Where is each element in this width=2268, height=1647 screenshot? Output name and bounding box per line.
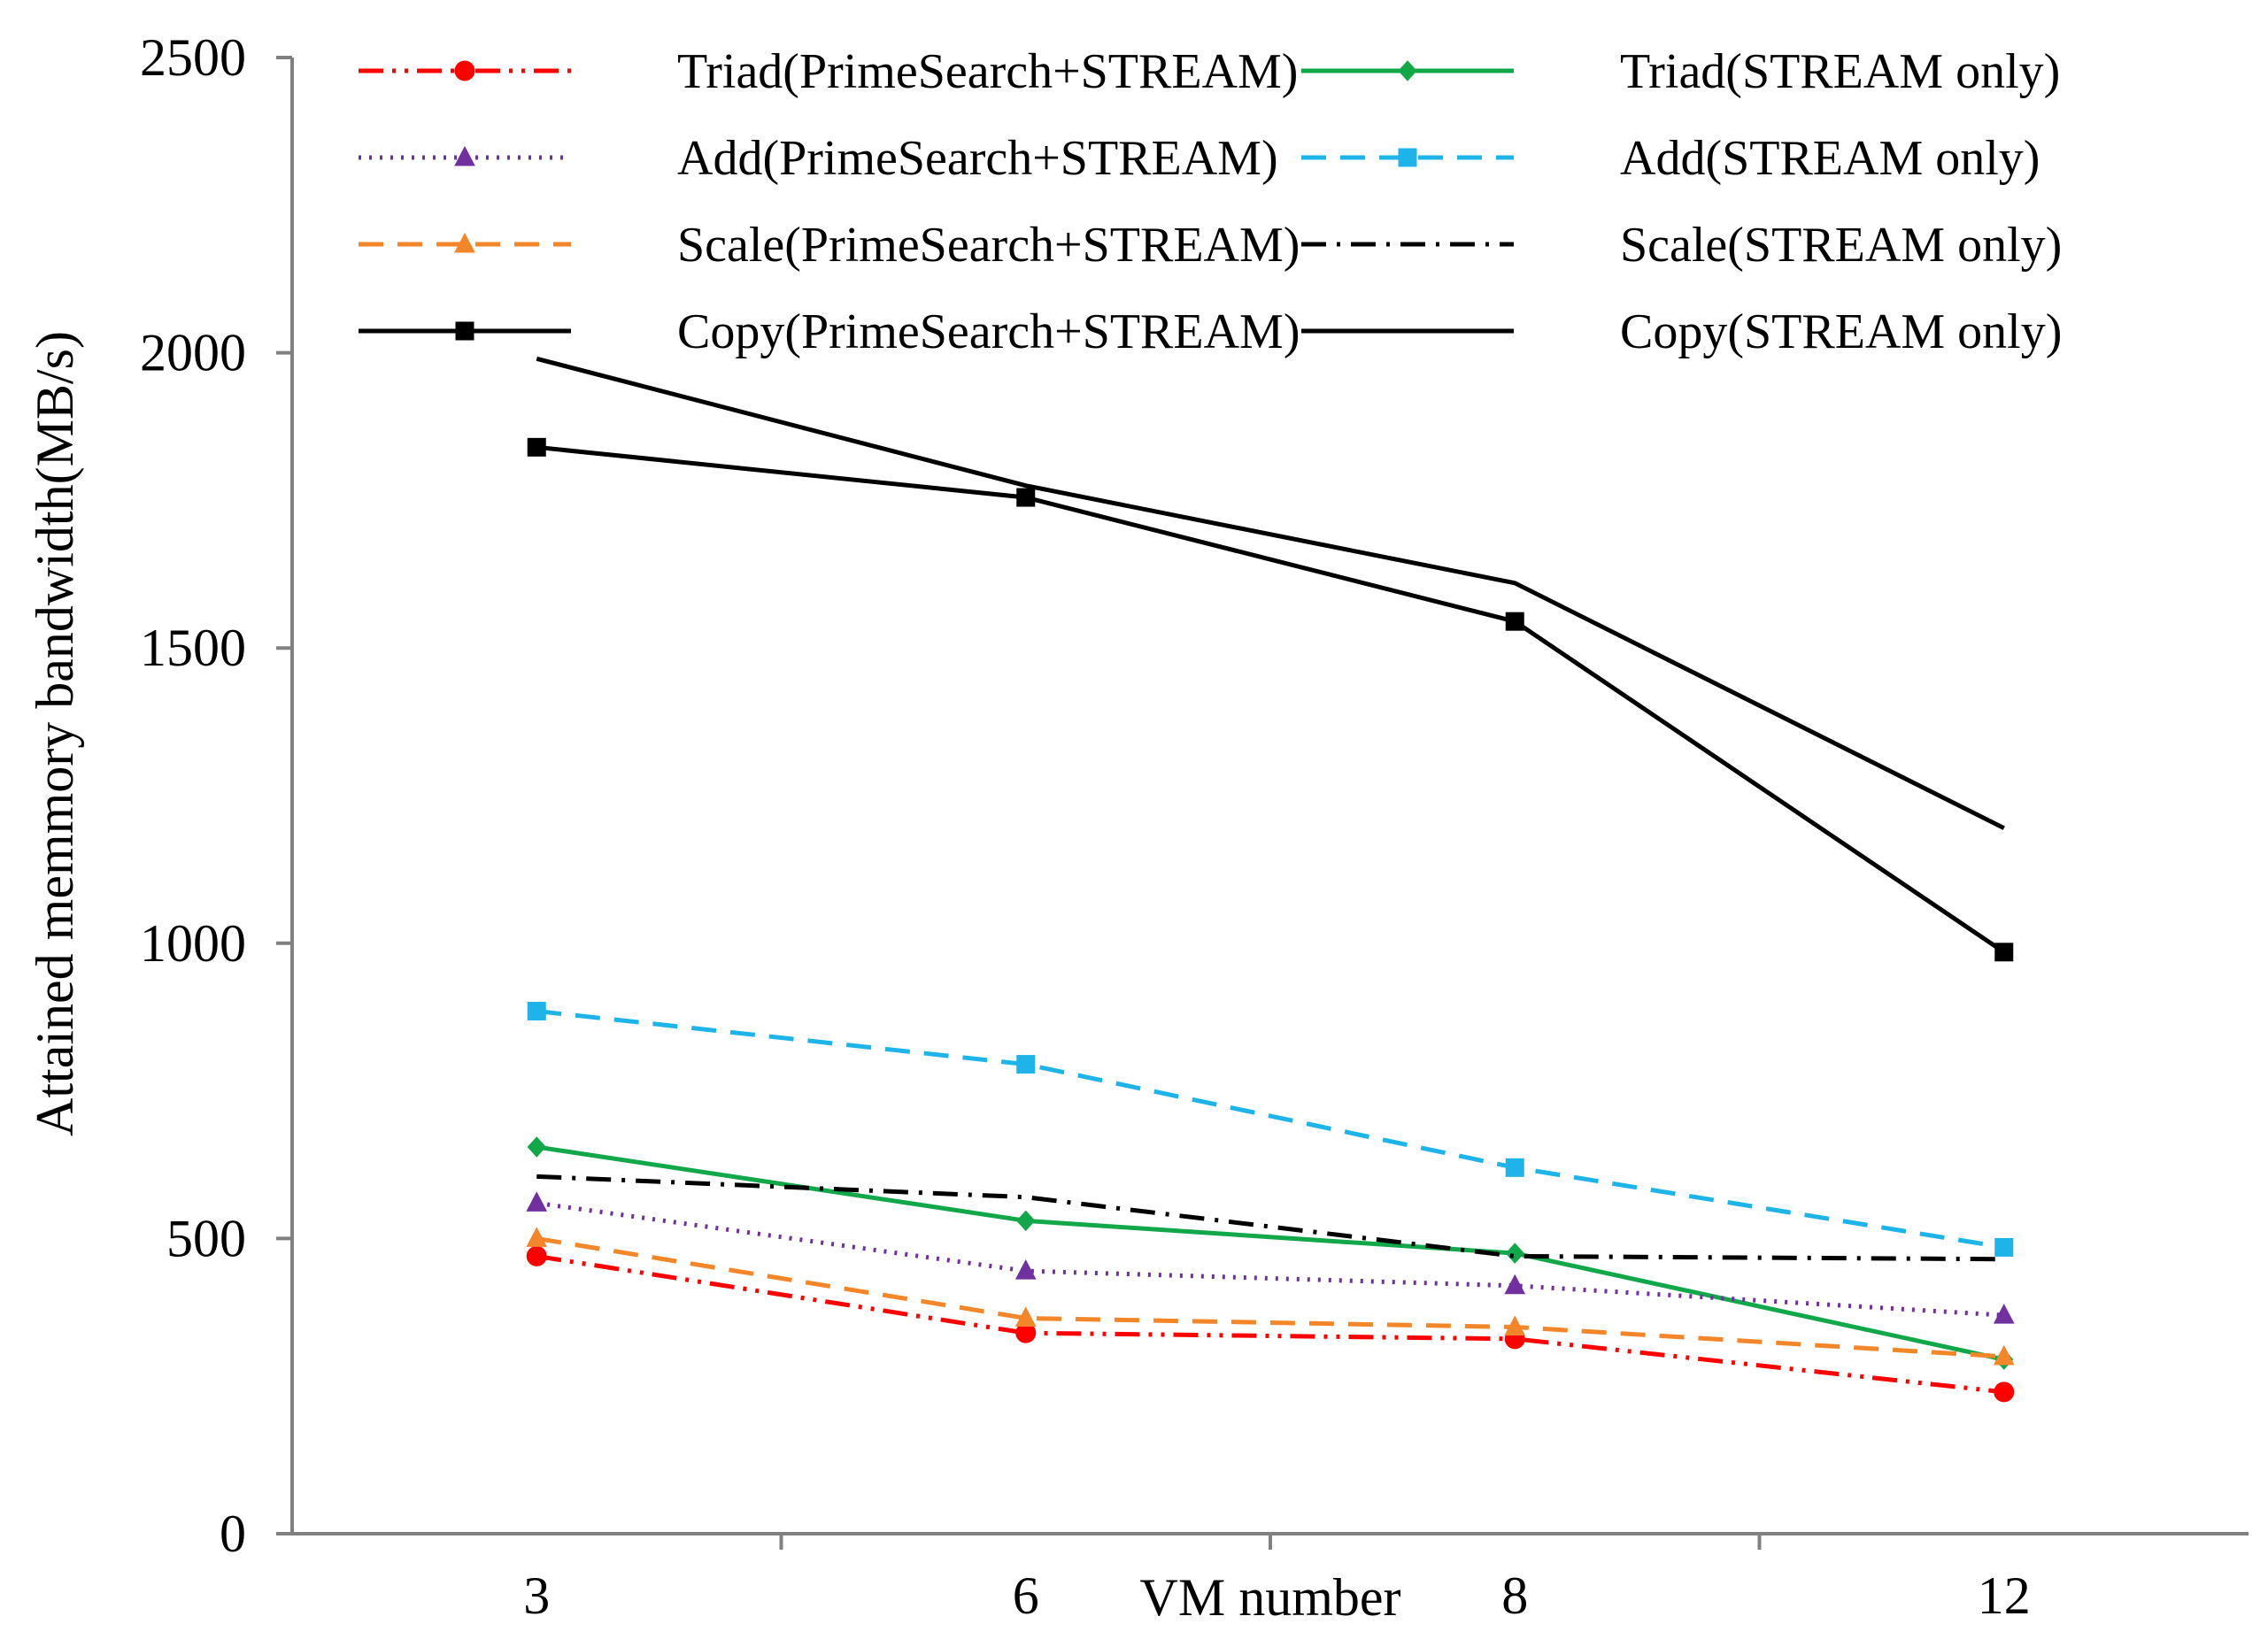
x-tick-label: 6 bbox=[1013, 1566, 1039, 1625]
legend-marker bbox=[454, 145, 475, 166]
data-point bbox=[1016, 1210, 1036, 1232]
series-5 bbox=[526, 1227, 2015, 1366]
series-group bbox=[526, 356, 2015, 1403]
legend-marker bbox=[455, 321, 474, 341]
data-point bbox=[526, 1245, 547, 1266]
series-line bbox=[536, 444, 2006, 954]
legend-entry-4: Add(STREAM only) bbox=[1301, 131, 2040, 186]
legend-entry-5: Scale(PrimeSearch+STREAM) bbox=[359, 218, 1300, 273]
data-point bbox=[1016, 488, 1036, 507]
series-line bbox=[536, 356, 2005, 830]
legend-label: Scale(STREAM only) bbox=[1620, 218, 2062, 273]
legend-label: Add(PrimeSearch+STREAM) bbox=[677, 131, 1278, 186]
legend-marker bbox=[454, 60, 475, 81]
series-line bbox=[536, 1174, 2004, 1262]
legend-label: Triad(PrimeSearch+STREAM) bbox=[677, 44, 1298, 99]
series-line bbox=[536, 1144, 2005, 1362]
y-tick-label: 0 bbox=[220, 1505, 246, 1563]
y-tick-label: 1500 bbox=[140, 619, 246, 677]
data-point bbox=[1504, 1315, 1526, 1335]
series-line bbox=[536, 1235, 2004, 1359]
data-point bbox=[1505, 1243, 1524, 1264]
data-point bbox=[1994, 1237, 2014, 1257]
y-tick-label: 1000 bbox=[140, 914, 246, 973]
y-axis-ticks: 0 500 1000 1500 2000 2500 bbox=[140, 28, 292, 1563]
legend: Triad(PrimeSearch+STREAM) Triad(STREAM on… bbox=[359, 44, 2062, 359]
y-tick-label: 2500 bbox=[140, 28, 246, 87]
legend-entry-3: Add(PrimeSearch+STREAM) bbox=[359, 131, 1278, 186]
legend-entry-1: Triad(PrimeSearch+STREAM) bbox=[359, 44, 1298, 99]
legend-label: Add(STREAM only) bbox=[1620, 131, 2040, 186]
series-line bbox=[536, 1253, 2005, 1395]
legend-label: Triad(STREAM only) bbox=[1620, 44, 2060, 99]
legend-entry-8: Copy(STREAM only) bbox=[1301, 304, 2062, 359]
x-axis-title: VM number bbox=[1140, 1568, 1401, 1627]
data-point bbox=[1993, 1304, 2015, 1324]
series-line bbox=[536, 1009, 2005, 1250]
data-point bbox=[1014, 1306, 1037, 1327]
legend-marker bbox=[454, 232, 475, 253]
series-3 bbox=[526, 1191, 2015, 1324]
legend-entry-2: Triad(STREAM only) bbox=[1301, 44, 2060, 99]
legend-label: Copy(STREAM only) bbox=[1620, 304, 2062, 359]
data-point bbox=[1994, 1381, 2015, 1403]
x-axis-ticks: 3 6 8 12 bbox=[523, 1534, 2031, 1625]
data-point bbox=[1016, 1055, 1036, 1074]
legend-entry-7: Copy(PrimeSearch+STREAM) bbox=[359, 304, 1300, 359]
y-axis-title: Attained memmory bandwidth(MB/s) bbox=[26, 331, 84, 1136]
x-tick-label: 8 bbox=[1501, 1566, 1528, 1625]
data-point bbox=[1505, 612, 1524, 631]
series-8 bbox=[536, 356, 2005, 830]
data-point bbox=[527, 1136, 546, 1158]
y-tick-label: 500 bbox=[166, 1209, 246, 1267]
series-6 bbox=[536, 1174, 2004, 1262]
series-7 bbox=[527, 437, 2014, 962]
data-point bbox=[1994, 943, 2014, 962]
y-tick-label: 2000 bbox=[140, 324, 246, 382]
data-point bbox=[1504, 1274, 1526, 1295]
x-tick-label: 12 bbox=[1978, 1566, 2031, 1625]
x-tick-label: 3 bbox=[523, 1566, 550, 1625]
data-point bbox=[1505, 1158, 1524, 1177]
data-point bbox=[1014, 1259, 1037, 1280]
series-4 bbox=[527, 1002, 2014, 1257]
series-2 bbox=[527, 1136, 2014, 1370]
data-point bbox=[526, 1227, 548, 1247]
data-point bbox=[1993, 1344, 2015, 1366]
legend-entry-6: Scale(STREAM only) bbox=[1301, 218, 2062, 273]
legend-marker bbox=[1398, 60, 1417, 81]
data-point bbox=[527, 1002, 546, 1021]
data-point bbox=[526, 1191, 548, 1212]
series-line bbox=[536, 1200, 2004, 1318]
legend-label: Copy(PrimeSearch+STREAM) bbox=[677, 304, 1300, 359]
legend-marker bbox=[1398, 148, 1417, 167]
data-point bbox=[527, 437, 546, 457]
legend-label: Scale(PrimeSearch+STREAM) bbox=[677, 218, 1300, 273]
